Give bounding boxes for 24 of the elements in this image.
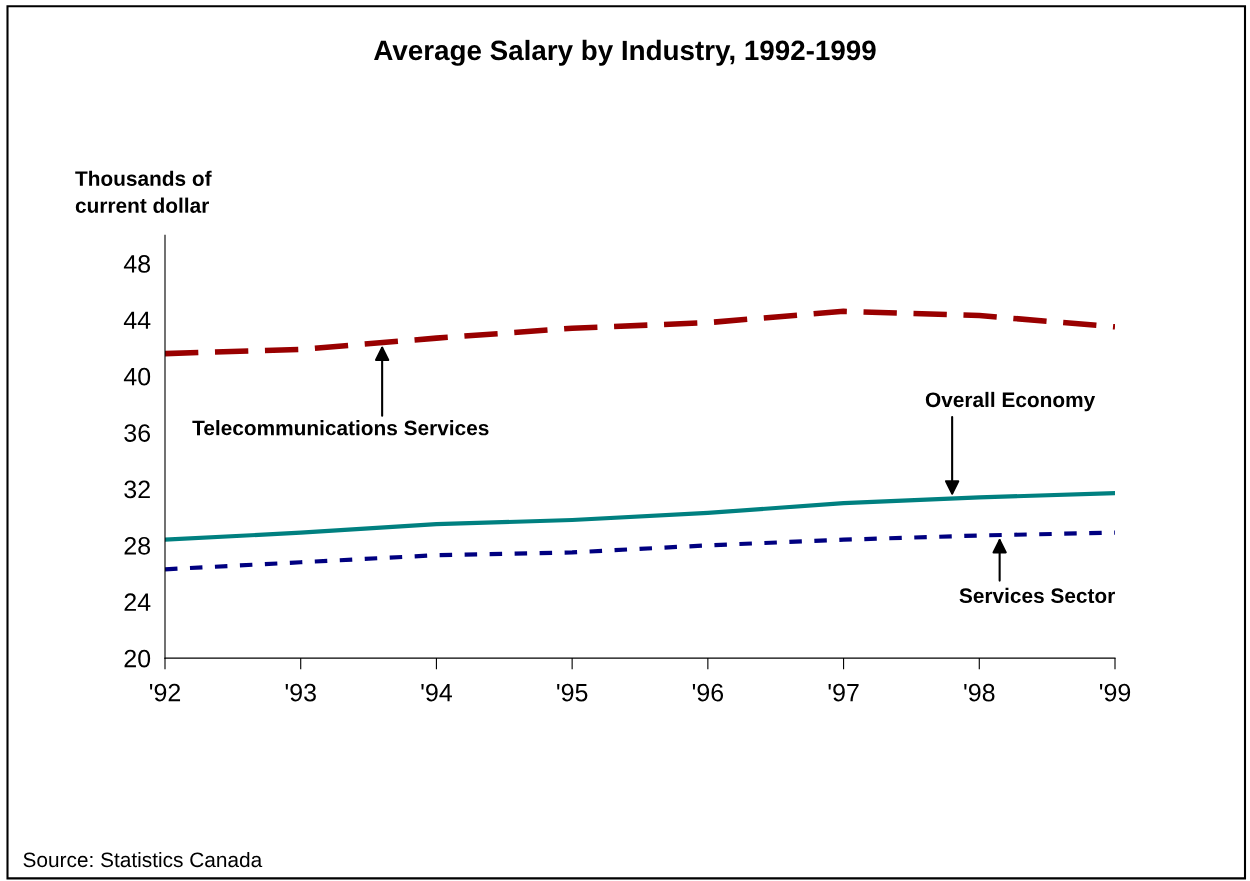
x-tick-label: '97	[828, 683, 859, 702]
y-tick-label: 48	[123, 255, 151, 273]
x-tick-label: '92	[149, 683, 181, 702]
line-series	[165, 491, 1115, 542]
x-tick-label: '95	[557, 683, 588, 702]
x-tick-label: '93	[285, 683, 316, 702]
line-series	[165, 530, 1115, 572]
y-tick-label: 32	[124, 480, 150, 499]
x-tick-label: '99	[1099, 683, 1131, 702]
source-note: Source: Statistics Canada	[23, 851, 263, 868]
text: Telecommunications Services	[192, 420, 489, 436]
y-axis-title: Thousands of current dollar	[75, 170, 212, 213]
y-tick-label: 28	[124, 536, 151, 555]
y-tick-label: 40	[123, 367, 151, 386]
y-tick-label: 24	[124, 593, 151, 611]
y-tick-label: 36	[124, 424, 151, 442]
y-tick-label: 44	[123, 311, 151, 329]
text: Overall Economy	[925, 391, 1096, 412]
chart-title: Average Salary by Industry, 1992-1999	[374, 39, 876, 66]
x-tick-label: '94	[421, 683, 452, 702]
x-tick-label: '98	[964, 683, 995, 702]
text: Services Sector	[959, 587, 1115, 604]
x-tick-label: '96	[692, 683, 724, 702]
y-tick-label: 20	[124, 649, 151, 668]
